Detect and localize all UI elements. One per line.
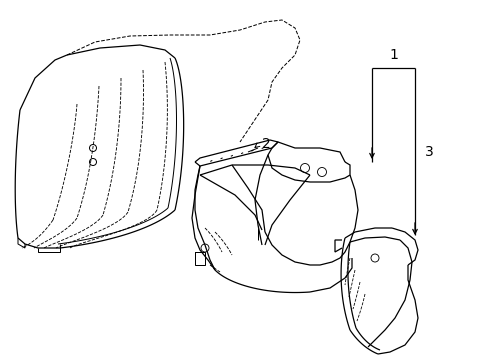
Text: 2: 2 xyxy=(262,137,270,151)
Text: 1: 1 xyxy=(388,48,397,62)
Text: 3: 3 xyxy=(424,145,433,159)
